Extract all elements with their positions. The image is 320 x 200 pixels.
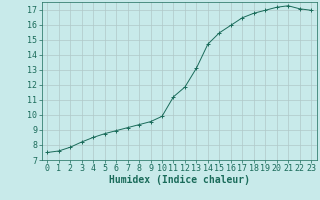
X-axis label: Humidex (Indice chaleur): Humidex (Indice chaleur) — [109, 175, 250, 185]
